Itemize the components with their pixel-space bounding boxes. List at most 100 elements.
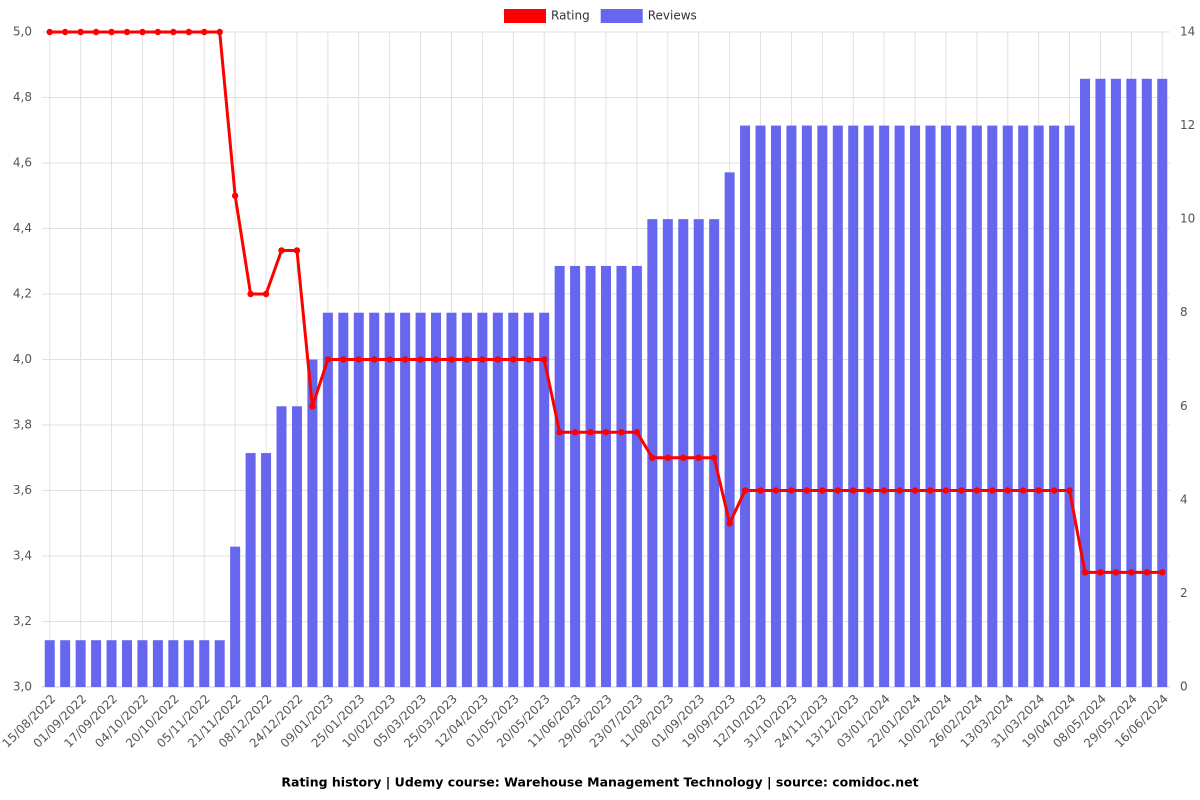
point <box>1081 569 1089 576</box>
bar <box>508 312 519 687</box>
point <box>479 356 486 363</box>
point <box>1020 487 1027 494</box>
point <box>92 28 100 36</box>
point <box>432 356 440 363</box>
bar <box>431 312 442 687</box>
point <box>448 356 455 363</box>
bar <box>1157 78 1168 688</box>
bar <box>740 125 751 688</box>
point <box>262 290 270 298</box>
point <box>602 429 610 436</box>
point <box>540 356 548 363</box>
point <box>278 247 285 254</box>
y2-tick-label: 6 <box>1180 399 1188 413</box>
bar <box>987 125 998 688</box>
point <box>911 487 919 494</box>
point <box>309 403 316 410</box>
bar <box>863 125 874 688</box>
point <box>880 487 888 494</box>
point <box>710 454 718 461</box>
point <box>772 487 780 494</box>
point <box>1035 487 1042 494</box>
point <box>942 487 950 494</box>
y-tick-label: 3,4 <box>13 549 32 563</box>
y-tick-label: 4,4 <box>13 221 32 235</box>
point <box>216 28 223 36</box>
point <box>1004 487 1011 494</box>
bar <box>353 312 364 687</box>
bar <box>786 125 797 688</box>
point <box>123 28 131 36</box>
point <box>61 28 69 36</box>
bar <box>137 640 148 687</box>
bar <box>121 640 132 687</box>
point <box>803 487 811 494</box>
point <box>788 487 795 494</box>
point <box>834 487 841 494</box>
bar <box>307 359 318 687</box>
point <box>293 247 301 254</box>
bar <box>770 125 781 688</box>
y-tick-label: 4,8 <box>13 90 32 104</box>
bar <box>1110 78 1121 688</box>
bar <box>1033 125 1044 688</box>
bar <box>461 312 472 687</box>
bar <box>971 125 982 688</box>
bar <box>1126 78 1137 688</box>
point <box>989 487 996 494</box>
bar <box>910 125 921 688</box>
bar <box>1064 125 1075 688</box>
bar <box>724 172 735 687</box>
bar <box>570 265 581 687</box>
bar <box>1049 125 1060 688</box>
bar <box>91 640 102 687</box>
bar <box>616 265 627 687</box>
point <box>1128 569 1135 576</box>
bar <box>261 453 272 687</box>
point <box>571 429 579 436</box>
chart-title: Rating history | Udemy course: Warehouse… <box>281 775 918 790</box>
bar <box>662 219 673 687</box>
y-tick-label: 3,8 <box>13 418 32 432</box>
point <box>46 28 53 36</box>
legend-swatch <box>504 9 546 23</box>
y-tick-label: 5,0 <box>13 25 32 39</box>
bar <box>183 640 194 687</box>
bar <box>678 219 689 687</box>
bar <box>322 312 333 687</box>
bar <box>925 125 936 688</box>
point <box>1050 487 1058 494</box>
point <box>819 487 826 494</box>
point <box>417 356 424 363</box>
bar <box>894 125 905 688</box>
point <box>170 28 177 36</box>
point <box>958 487 965 494</box>
point <box>324 356 332 363</box>
point <box>108 28 115 36</box>
point <box>77 28 84 36</box>
point <box>1143 569 1151 576</box>
bar <box>631 265 642 687</box>
bar <box>338 312 349 687</box>
point <box>695 454 702 461</box>
bar <box>369 312 380 687</box>
bar <box>554 265 565 687</box>
bar <box>106 640 117 687</box>
bar <box>384 312 395 687</box>
bar <box>817 125 828 688</box>
y-tick-label: 4,2 <box>13 287 32 301</box>
point <box>201 28 208 36</box>
bar <box>1002 125 1013 688</box>
bar <box>1018 125 1029 688</box>
y2-tick-label: 8 <box>1180 305 1188 319</box>
point <box>664 454 672 461</box>
point <box>757 487 764 494</box>
point <box>340 356 347 363</box>
y2-tick-label: 0 <box>1180 680 1188 694</box>
bar <box>400 312 411 687</box>
bar <box>539 312 550 687</box>
bar <box>168 640 179 687</box>
bar <box>75 640 86 687</box>
bar <box>1095 78 1106 688</box>
